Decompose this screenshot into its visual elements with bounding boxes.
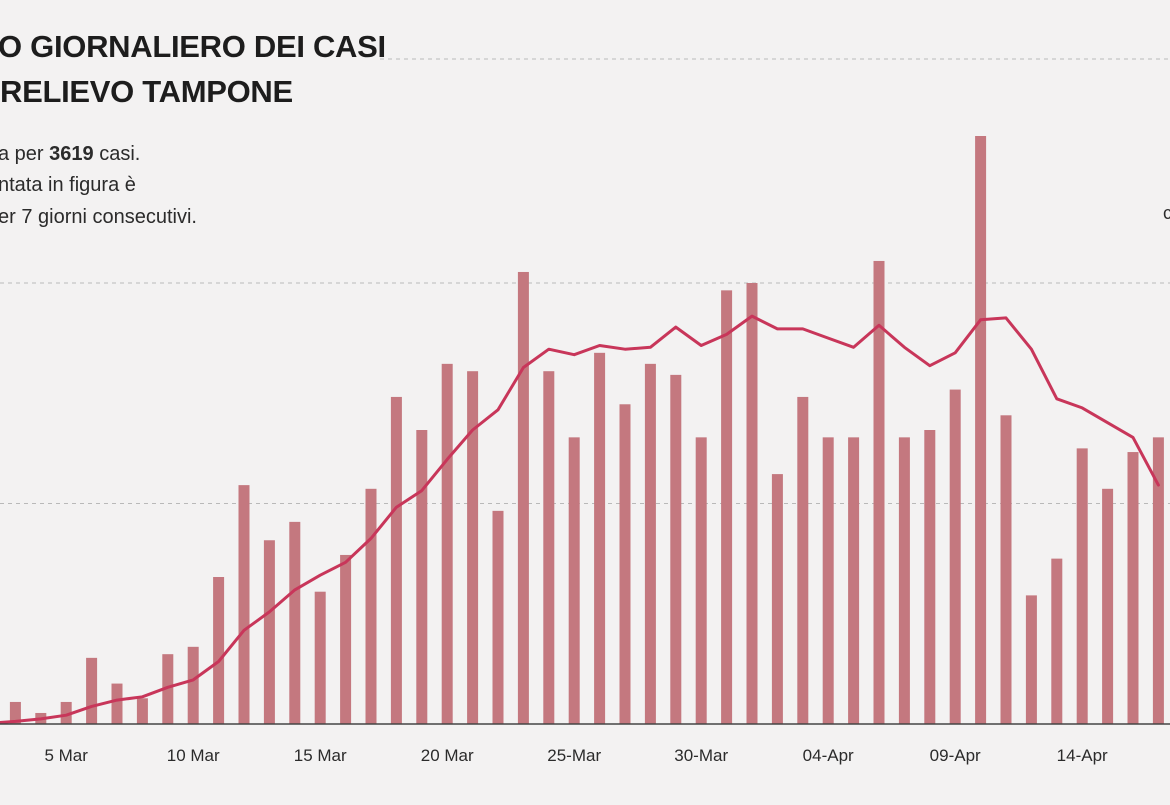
bar-day-39 <box>949 389 961 724</box>
bar-day-4 <box>60 701 72 724</box>
bar-day-19 <box>441 363 453 724</box>
bar-day-43 <box>1051 558 1063 724</box>
chart-note-line-3: er 7 giorni consecutivi. <box>0 206 197 228</box>
chart-title-line-1: O GIORNALIERO DEI CASI <box>0 29 386 64</box>
bar-day-24 <box>568 437 580 724</box>
bar-day-40 <box>975 136 987 724</box>
x-tick-label-8: 09-Apr <box>930 746 981 765</box>
bar-day-2 <box>9 701 21 724</box>
bar-day-5 <box>86 657 98 724</box>
bar-day-10 <box>213 577 225 724</box>
bar-day-45 <box>1102 488 1114 724</box>
note-total-cases: 3619 <box>49 143 94 165</box>
bar-day-47 <box>1152 437 1164 724</box>
bar-day-28 <box>670 374 682 724</box>
bar-day-31 <box>746 283 758 724</box>
bar-day-35 <box>848 437 860 724</box>
x-tick-label-2: 10 Mar <box>167 746 220 765</box>
bar-day-7 <box>136 698 148 724</box>
bar-day-44 <box>1076 448 1088 724</box>
bar-day-9 <box>187 646 199 724</box>
gridlines <box>0 282 1170 504</box>
x-tick-label-4: 20 Mar <box>421 746 474 765</box>
x-tick-label-1: 5 Mar <box>44 746 88 765</box>
bar-day-13 <box>289 521 301 724</box>
chart-note-line-1: a per 3619 casi. <box>0 143 140 165</box>
note-prefix: a per <box>0 143 49 165</box>
bar-day-22 <box>517 271 529 724</box>
bar-day-6 <box>111 683 123 724</box>
bar-day-18 <box>416 430 428 724</box>
bar-day-23 <box>543 371 555 724</box>
bar-day-16 <box>365 488 377 724</box>
x-axis-ticks: 5 Mar 10 Mar 15 Mar 20 Mar 25-Mar 30-Mar 04-Ap… <box>44 746 1108 765</box>
bar-day-12 <box>263 540 275 724</box>
note-suffix: casi. <box>94 143 141 165</box>
bar-day-34 <box>822 437 834 724</box>
bar-day-17 <box>390 396 402 724</box>
chart-title-line-2: RELIEVO TAMPONE <box>0 74 293 109</box>
x-tick-label-6: 30-Mar <box>674 746 728 765</box>
bar-day-27 <box>644 363 656 724</box>
bar-day-15 <box>340 554 352 724</box>
bar-day-8 <box>162 654 174 724</box>
x-tick-label-3: 15 Mar <box>294 746 347 765</box>
bar-day-33 <box>797 396 809 724</box>
bar-day-38 <box>924 430 936 724</box>
bar-day-11 <box>238 485 250 724</box>
bar-day-25 <box>594 352 606 724</box>
bar-day-20 <box>467 371 479 724</box>
moving-average-line-group <box>0 314 1160 725</box>
x-tick-label-7: 04-Apr <box>803 746 854 765</box>
bar-day-32 <box>771 474 783 724</box>
bar-day-36 <box>873 260 885 724</box>
x-tick-label-9: 14-Apr <box>1057 746 1108 765</box>
bar-day-30 <box>721 290 733 724</box>
bar-day-21 <box>492 510 504 724</box>
x-tick-label-5: 25-Mar <box>547 746 601 765</box>
clipped-right-label: c <box>1163 203 1170 223</box>
bar-day-41 <box>1000 415 1012 724</box>
bar-day-42 <box>1025 595 1037 724</box>
bar-day-29 <box>695 437 707 724</box>
moving-average-line <box>0 314 1160 725</box>
bar-day-46 <box>1127 452 1139 724</box>
bar-day-37 <box>898 437 910 724</box>
bar-day-14 <box>314 591 326 724</box>
chart-note-line-2: ntata in figura è <box>0 174 136 196</box>
bar-day-26 <box>619 404 631 724</box>
daily-bars <box>9 136 1164 724</box>
